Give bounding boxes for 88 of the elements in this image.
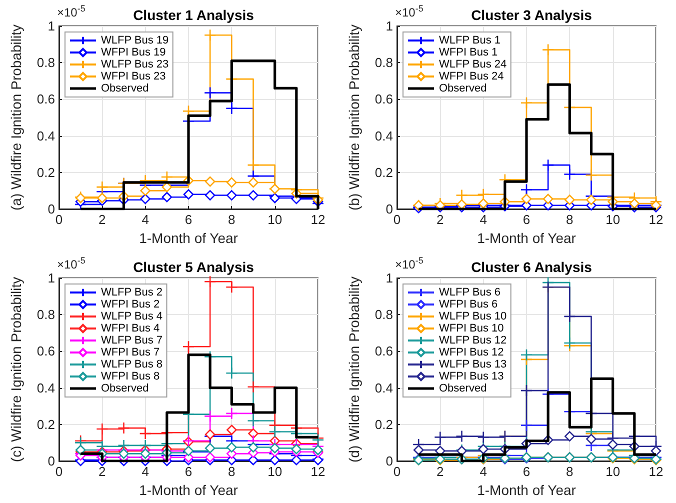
legend-label: Observed [101, 82, 149, 94]
x-tick-label: 8 [228, 464, 236, 478]
x-tick-label: 12 [310, 212, 326, 227]
chart-title: Cluster 5 Analysis [133, 258, 254, 274]
y-tick-label: 0 [386, 453, 393, 468]
y-tick-label: 0.2 [374, 416, 393, 432]
x-tick-label: 2 [98, 464, 106, 478]
x-tick-label: 6 [184, 464, 192, 478]
x-tick-label: 12 [310, 464, 326, 478]
x-axis-title: 1-Month of Year [477, 230, 576, 246]
y-tick-label: 1 [48, 18, 55, 34]
y-tick-label: 0 [48, 453, 55, 468]
y-axis-title: (b) Wildfire Ignition Probability [346, 24, 362, 210]
x-tick-label: 2 [98, 212, 106, 227]
legend-label: WFPI Bus 12 [439, 346, 504, 358]
legend-label: WLFP Bus 23 [101, 58, 169, 70]
y-tick-label: 0.4 [36, 128, 55, 144]
legend-label: WFPI Bus 19 [101, 46, 166, 58]
x-tick-label: 10 [606, 464, 620, 478]
legend-label: WFPI Bus 8 [101, 370, 160, 382]
x-tick-label: 8 [566, 464, 574, 478]
x-tick-label: 2 [436, 464, 444, 478]
x-tick-label: 10 [606, 212, 620, 227]
legend-label: WLFP Bus 12 [439, 334, 507, 346]
legend-label: WFPI Bus 1 [439, 46, 498, 58]
legend-label: WFPI Bus 10 [439, 322, 504, 334]
x-tick-label: 12 [648, 212, 664, 227]
chart-title: Cluster 1 Analysis [133, 7, 254, 23]
y-tick-label: 0.8 [36, 306, 55, 322]
legend-label: WLFP Bus 13 [439, 358, 507, 370]
y-tick-label: 0.4 [374, 128, 393, 144]
legend-label: WLFP Bus 8 [101, 358, 163, 370]
legend-label: WFPI Bus 23 [101, 70, 166, 82]
x-axis-title: 1-Month of Year [477, 482, 576, 498]
legend-label: WFPI Bus 6 [439, 298, 498, 310]
y-tick-label: 1 [48, 270, 55, 285]
x-tick-label: 6 [184, 212, 192, 227]
y-tick-label: 1 [386, 270, 393, 285]
x-tick-label: 6 [522, 212, 530, 227]
x-axis-title: 1-Month of Year [139, 482, 238, 498]
x-tick-label: 4 [480, 464, 487, 478]
legend-label: WFPI Bus 7 [101, 346, 160, 358]
x-tick-label: 10 [268, 464, 282, 478]
y-tick-label: 0.2 [374, 164, 393, 180]
x-tick-label: 12 [648, 464, 664, 478]
legend-label: WLFP Bus 1 [439, 34, 501, 46]
y-tick-label: 0 [386, 202, 393, 216]
x-axis-title: 1-Month of Year [139, 230, 238, 246]
legend-label: WLFP Bus 24 [439, 58, 507, 70]
y-tick-label: 0.4 [36, 380, 55, 395]
y-tick-label: 0.8 [374, 306, 393, 322]
y-tick-label: 0.4 [374, 380, 393, 395]
chart-title: Cluster 6 Analysis [471, 258, 592, 274]
y-tick-label: 0.6 [36, 343, 55, 358]
legend-label: WFPI Bus 13 [439, 370, 504, 382]
legend-label: WFPI Bus 2 [101, 298, 160, 310]
y-axis-title: (a) Wildfire Ignition Probability [8, 24, 24, 210]
y-axis-title: (d) Wildfire Ignition Probability [346, 276, 362, 462]
legend-label: WLFP Bus 7 [101, 334, 163, 346]
x-tick-label: 8 [566, 212, 574, 227]
x-tick-label: 8 [228, 212, 236, 227]
y-tick-label: 0.6 [36, 92, 55, 107]
x-tick-label: 6 [522, 464, 530, 478]
chart-title: Cluster 3 Analysis [471, 7, 592, 23]
y-tick-label: 0.8 [36, 55, 55, 70]
legend-label: Observed [101, 382, 149, 394]
y-tick-label: 1 [386, 18, 393, 34]
legend-label: Observed [439, 382, 487, 394]
legend-label: Observed [439, 82, 487, 94]
y-axis-title: (c) Wildfire Ignition Probability [8, 276, 24, 462]
x-tick-label: 4 [142, 464, 149, 478]
x-tick-label: 10 [268, 212, 282, 227]
x-tick-label: 2 [436, 212, 444, 227]
y-tick-label: 0 [48, 202, 55, 216]
y-tick-label: 0.6 [374, 343, 393, 358]
legend-label: WLFP Bus 19 [101, 34, 169, 46]
legend-label: WFPI Bus 24 [439, 70, 504, 82]
y-tick-label: 0.6 [374, 92, 393, 107]
legend-label: WLFP Bus 6 [439, 286, 501, 298]
y-tick-label: 0.2 [36, 164, 55, 180]
legend-label: WLFP Bus 4 [101, 310, 163, 322]
x-tick-label: 4 [142, 212, 149, 227]
y-tick-label: 0.8 [374, 55, 393, 70]
legend-label: WLFP Bus 10 [439, 310, 507, 322]
legend-label: WFPI Bus 4 [101, 322, 160, 334]
y-tick-label: 0.2 [36, 416, 55, 432]
legend-label: WLFP Bus 2 [101, 286, 163, 298]
x-tick-label: 4 [480, 212, 487, 227]
